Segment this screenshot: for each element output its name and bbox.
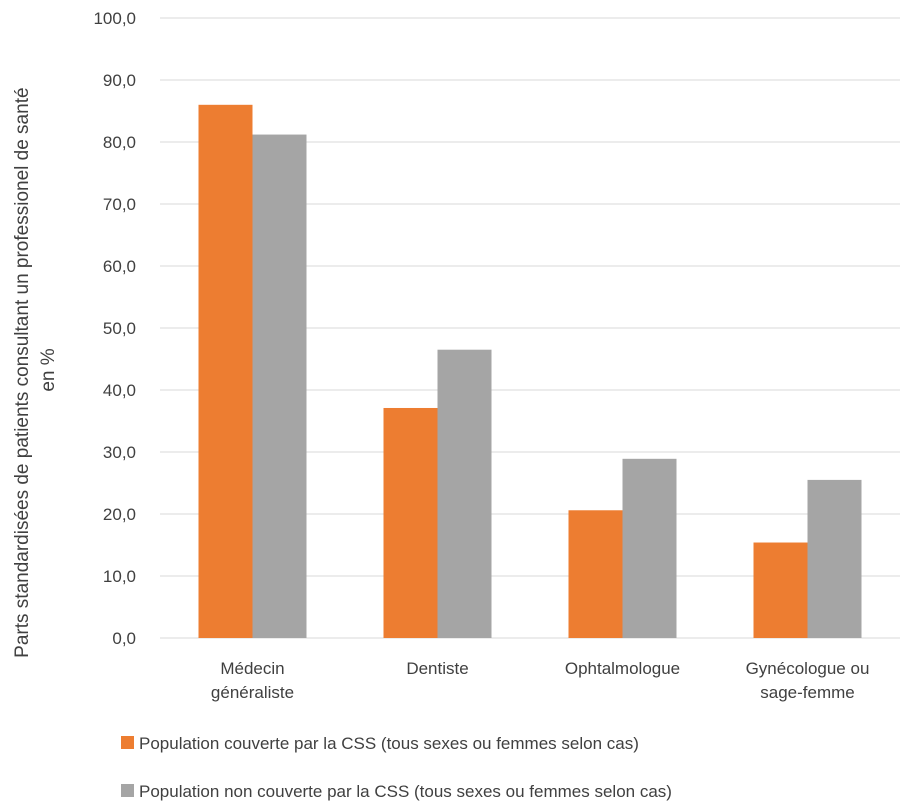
y-tick-label: 20,0 <box>103 505 136 524</box>
y-tick-label: 60,0 <box>103 257 136 276</box>
y-tick-label: 10,0 <box>103 567 136 586</box>
bar-series-1 <box>753 542 808 638</box>
y-tick-label: 70,0 <box>103 195 136 214</box>
bar-series-2 <box>807 479 862 638</box>
bar-series-2 <box>437 349 492 638</box>
bar-series-1 <box>383 407 438 638</box>
y-axis-title-line-2: en % <box>38 348 59 391</box>
legend-swatch <box>121 784 134 797</box>
y-tick-label: 80,0 <box>103 133 136 152</box>
y-tick-label: 100,0 <box>93 9 136 28</box>
bar-series-1 <box>568 510 623 638</box>
legend: Population couverte par la CSS (tous sex… <box>121 734 672 801</box>
y-axis-title-line-1: Parts standardisées de patients consulta… <box>12 87 33 657</box>
y-tick-label: 0,0 <box>112 629 136 648</box>
legend-label: Population non couverte par la CSS (tous… <box>139 782 672 801</box>
x-axis-categories: Médecin généraliste Dentiste Ophtalmologue G… <box>211 659 870 702</box>
bar-series-2 <box>252 134 307 638</box>
x-category-label: Ophtalmologue <box>565 659 680 678</box>
y-tick-label: 30,0 <box>103 443 136 462</box>
x-category-label: Médecin généraliste <box>211 659 294 702</box>
legend-label: Population couverte par la CSS (tous sex… <box>139 734 639 753</box>
legend-swatch <box>121 736 134 749</box>
y-tick-label: 50,0 <box>103 319 136 338</box>
y-tick-label: 90,0 <box>103 71 136 90</box>
bar-series-2 <box>622 458 677 638</box>
y-tick-label: 40,0 <box>103 381 136 400</box>
x-category-label: Dentiste <box>406 659 468 678</box>
y-axis-ticks: 0,0 10,0 20,0 30,0 40,0 50,0 60,0 70,0 80,0 90,0 1… <box>93 9 136 648</box>
bar-series-1 <box>198 104 253 639</box>
x-category-label: Gynécologue ou sage-femme <box>746 659 870 702</box>
bars <box>198 104 862 639</box>
y-axis-title: Parts standardisées de patients consulta… <box>12 82 59 658</box>
